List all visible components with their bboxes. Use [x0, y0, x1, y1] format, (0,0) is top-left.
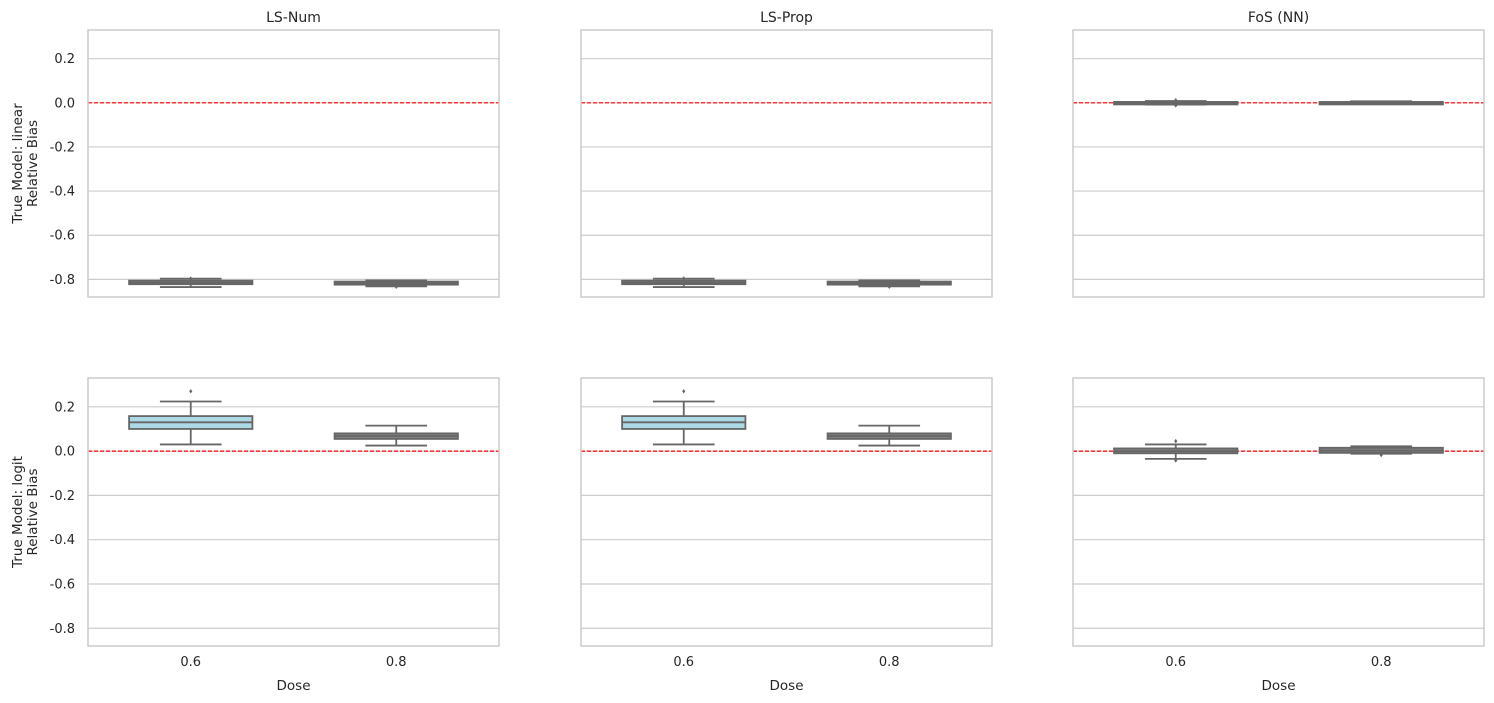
y-tick-label: -0.6	[50, 229, 75, 244]
box-0.8	[826, 279, 952, 290]
box-0.8	[333, 424, 459, 447]
row-label: True Model: logit	[10, 456, 26, 569]
x-tick-label: 0.6	[1165, 655, 1186, 670]
y-tick-label: -0.2	[50, 489, 75, 504]
box-0.6	[1113, 97, 1239, 108]
facet-panel-0-2: FoS (NN)	[1072, 10, 1485, 298]
y-axis-label: Relative Bias	[25, 468, 41, 555]
panel-frame	[580, 29, 993, 298]
outlier-point	[682, 389, 686, 394]
facet-panel-1-1: 0.6 0.8 Dose	[580, 377, 993, 694]
y-tick-label: 0.2	[54, 52, 75, 67]
panel-frame	[87, 29, 500, 298]
column-title: LS-Num	[266, 10, 321, 26]
panel-frame	[580, 377, 993, 647]
x-tick-label: 0.6	[673, 655, 694, 670]
y-tick-label: -0.8	[50, 273, 75, 288]
box-0.8	[1318, 445, 1444, 458]
panel-frame	[1072, 377, 1485, 647]
panel-frame	[1072, 29, 1485, 298]
outlier-point	[1174, 97, 1178, 103]
x-tick-label: 0.8	[386, 655, 407, 670]
x-axis-label: Dose	[770, 678, 804, 694]
box-0.8	[826, 424, 952, 447]
x-tick-label: 0.8	[879, 655, 900, 670]
outlier-point	[394, 284, 398, 290]
box-0.8	[333, 279, 459, 290]
y-tick-label: -0.4	[50, 185, 75, 200]
outlier-point	[1174, 458, 1178, 463]
box-0.6	[621, 389, 747, 446]
box-0.8	[1318, 100, 1444, 106]
y-tick-label: -0.6	[50, 577, 75, 592]
x-tick-label: 0.8	[1371, 655, 1392, 670]
facet-panel-0-0: 0.2 0.0 -0.2 -0.4 -0.6 -0.8 LS-Num True Model: …	[10, 10, 500, 298]
outlier-point	[1379, 452, 1383, 458]
facet-panel-1-0: 0.2 0.0 -0.2 -0.4 -0.6 -0.8 0.6 0.8 Dose True Mod…	[10, 377, 500, 694]
x-axis-label: Dose	[277, 678, 311, 694]
x-tick-label: 0.6	[180, 655, 201, 670]
column-title: FoS (NN)	[1248, 10, 1309, 26]
box-0.6	[621, 276, 747, 288]
box-0.6	[128, 276, 254, 288]
y-tick-label: 0.0	[54, 96, 75, 111]
row-label: True Model: linear	[10, 103, 26, 225]
x-axis-label: Dose	[1262, 678, 1296, 694]
y-tick-label: -0.8	[50, 622, 75, 637]
panel-frame	[87, 377, 500, 647]
y-tick-label: -0.2	[50, 140, 75, 155]
y-tick-label: 0.2	[54, 400, 75, 415]
column-title: LS-Prop	[760, 10, 813, 26]
outlier-point	[189, 276, 193, 281]
y-tick-label: 0.0	[54, 445, 75, 460]
facet-panel-1-2: 0.6 0.8 Dose	[1072, 377, 1485, 694]
outlier-point	[1174, 438, 1178, 444]
outlier-point	[1174, 103, 1178, 108]
box-0.6	[128, 389, 254, 446]
facet-panel-0-1: LS-Prop	[580, 10, 993, 298]
box-0.6	[1113, 438, 1239, 463]
y-axis-label: Relative Bias	[25, 120, 41, 207]
outlier-point	[887, 284, 891, 290]
y-tick-label: -0.4	[50, 533, 75, 548]
outlier-point	[189, 389, 193, 394]
outlier-point	[682, 276, 686, 281]
